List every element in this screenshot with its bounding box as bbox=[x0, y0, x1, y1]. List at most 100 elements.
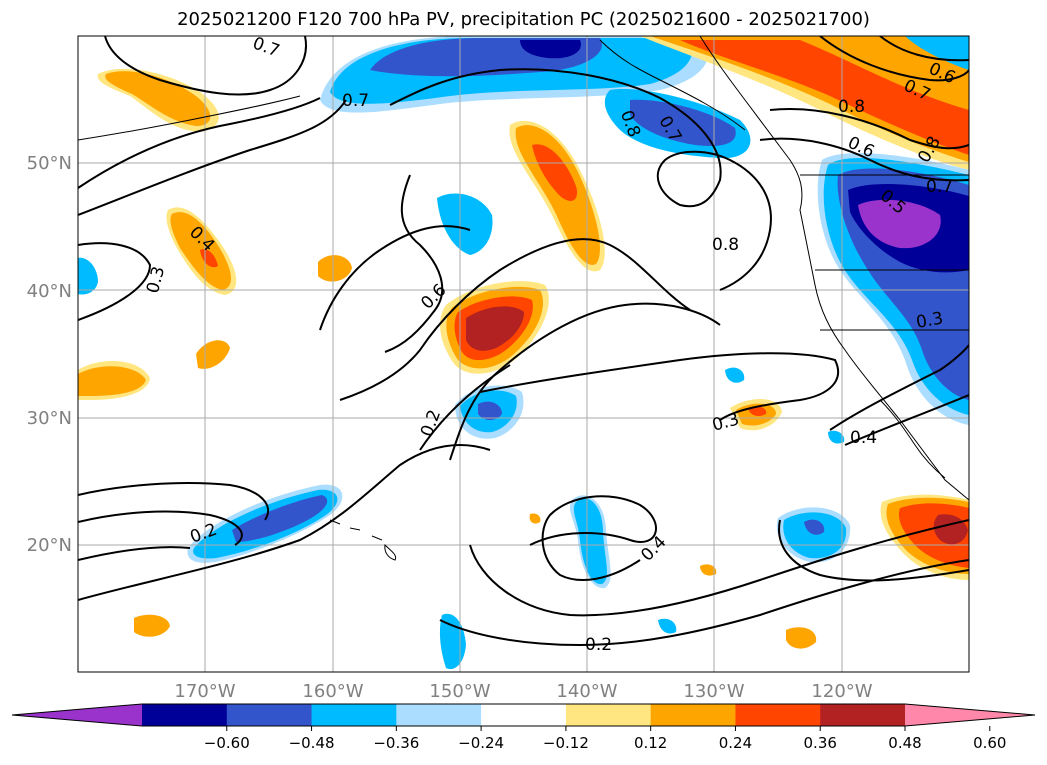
lat-label-50n: 50°N bbox=[27, 153, 72, 174]
state-borders bbox=[800, 174, 969, 331]
positive-precip-area bbox=[748, 406, 767, 416]
pv-contour bbox=[78, 99, 347, 216]
gridlines bbox=[78, 36, 969, 672]
lat-label-40n: 40°N bbox=[27, 281, 72, 302]
contour-label: 0.3 bbox=[915, 309, 945, 333]
baja-coast bbox=[879, 399, 946, 479]
pv-contour bbox=[104, 36, 307, 96]
contour-label: 0.8 bbox=[838, 97, 865, 117]
colorbar-swatch bbox=[311, 704, 397, 726]
pv-contour bbox=[449, 302, 721, 461]
colorbar-extend-max bbox=[905, 704, 1035, 726]
colorbar-tick-label: 0.12 bbox=[634, 734, 667, 752]
negative-precip-area bbox=[828, 430, 845, 444]
pv-contour bbox=[339, 238, 691, 401]
colorbar-tick-label: −0.12 bbox=[543, 734, 589, 752]
colorbar-swatch bbox=[735, 704, 821, 726]
contour-label: 0.4 bbox=[850, 428, 877, 448]
negative-precip-area bbox=[478, 401, 502, 420]
lon-label-150w: 150°W bbox=[429, 681, 490, 702]
north-america-coast bbox=[599, 39, 746, 131]
positive-precip-area bbox=[78, 366, 146, 396]
positive-precip-area bbox=[680, 40, 969, 155]
colorbar-swatch bbox=[650, 704, 736, 726]
lon-label-120w: 120°W bbox=[811, 681, 872, 702]
north-america-coast bbox=[699, 36, 969, 501]
colorbar-swatch bbox=[142, 704, 228, 726]
colorbar-extend-min bbox=[12, 704, 142, 726]
hawaii-islands bbox=[329, 519, 397, 561]
contour-label: 0.7 bbox=[926, 177, 953, 197]
contour-label: 0.3 bbox=[710, 409, 741, 435]
colorbar-tick-label: 0.24 bbox=[719, 734, 752, 752]
pv-contour bbox=[529, 495, 657, 581]
pv-contour bbox=[78, 482, 270, 521]
pv-contour-labels: 0.7 0.7 0.8 0.7 0.8 0.6 0.7 0.8 0.7 0.6 … bbox=[143, 36, 958, 655]
pv-contour bbox=[389, 68, 772, 291]
colorbar-tick-label: −0.48 bbox=[289, 734, 335, 752]
pv-contour bbox=[778, 519, 969, 582]
lon-label-170w: 170°W bbox=[174, 681, 235, 702]
pv-contour bbox=[469, 519, 969, 617]
contour-label: 0.3 bbox=[143, 264, 169, 295]
negative-precip-area bbox=[630, 99, 736, 147]
alaska-coast bbox=[78, 95, 301, 141]
map-frame bbox=[77, 35, 970, 673]
lat-label-30n: 30°N bbox=[27, 408, 72, 429]
colorbar-outline bbox=[11, 703, 1036, 727]
pv-contour bbox=[829, 344, 969, 431]
pv-contour bbox=[419, 364, 511, 451]
positive-precip-area bbox=[134, 614, 170, 637]
colorbar-tick-label: 0.60 bbox=[973, 734, 1006, 752]
lon-label-140w: 140°W bbox=[556, 681, 617, 702]
pv-contour bbox=[479, 352, 840, 421]
negative-precip-area bbox=[520, 40, 581, 59]
positive-precip-area bbox=[529, 513, 541, 524]
colorbar-tick-label: 0.36 bbox=[804, 734, 837, 752]
contour-label: 0.2 bbox=[585, 635, 612, 655]
pv-contour bbox=[78, 444, 491, 601]
positive-precip-area bbox=[105, 71, 211, 126]
positive-precip-area bbox=[786, 627, 817, 649]
negative-precip-area bbox=[905, 36, 969, 70]
colorbar-tick-label: −0.24 bbox=[458, 734, 504, 752]
negative-precip-area bbox=[658, 618, 677, 634]
negative-precip-area bbox=[783, 512, 847, 559]
positive-precip-area bbox=[466, 306, 524, 351]
precip-shading bbox=[78, 36, 969, 670]
lat-label-20n: 20°N bbox=[27, 535, 72, 556]
colorbar-tick-label: 0.48 bbox=[888, 734, 921, 752]
pv-contour bbox=[78, 510, 243, 546]
negative-precip-area bbox=[573, 498, 607, 585]
negative-precip-area bbox=[858, 199, 941, 249]
colorbar-swatch bbox=[565, 704, 652, 726]
negative-precip-area bbox=[437, 193, 493, 255]
lon-label-160w: 160°W bbox=[302, 681, 363, 702]
latitude-labels: 20°N 30°N 40°N 50°N bbox=[27, 153, 72, 556]
positive-precip-area bbox=[700, 564, 717, 576]
pv-contour bbox=[439, 559, 969, 647]
contour-label: 0.2 bbox=[417, 407, 445, 439]
contour-label: 0.7 bbox=[342, 91, 369, 111]
colorbar-swatch bbox=[226, 704, 313, 726]
map-title: 2025021200 F120 700 hPa PV, precipitatio… bbox=[177, 9, 870, 30]
pv-contour bbox=[879, 36, 969, 62]
colorbar-tick-label: −0.36 bbox=[373, 734, 419, 752]
negative-precip-area bbox=[232, 495, 328, 542]
positive-precip-area bbox=[196, 340, 230, 369]
coastlines bbox=[78, 36, 969, 561]
pv-contour bbox=[759, 137, 969, 182]
pv-contour bbox=[844, 394, 969, 446]
colorbar-swatch bbox=[481, 704, 567, 726]
pv-contour bbox=[319, 225, 471, 331]
pv-contour bbox=[78, 242, 152, 321]
negative-precip-area bbox=[78, 257, 98, 295]
pv-contour bbox=[819, 36, 969, 82]
contour-label: 0.4 bbox=[637, 532, 670, 565]
longitude-labels: 170°W 160°W 150°W 140°W 130°W 120°W bbox=[174, 681, 872, 702]
contour-label: 0.8 bbox=[712, 235, 739, 255]
colorbar-swatch bbox=[820, 704, 906, 726]
colorbar-swatch bbox=[396, 704, 482, 726]
pv-contour bbox=[78, 97, 321, 189]
